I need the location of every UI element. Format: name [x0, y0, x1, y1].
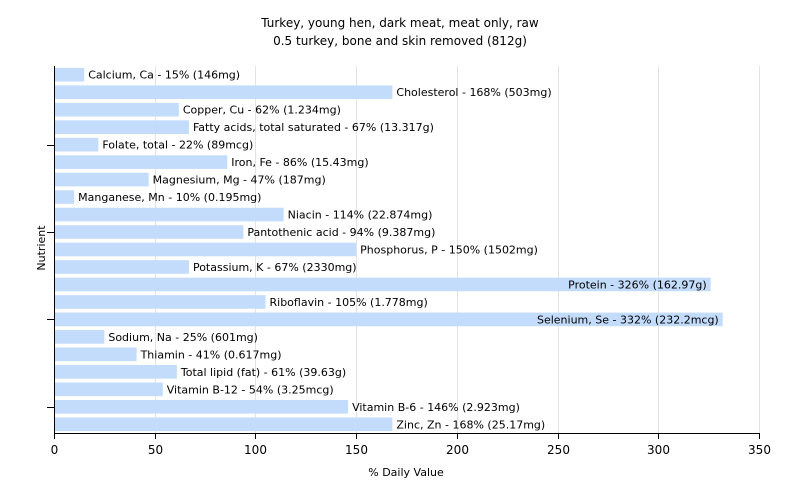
bar-label: Niacin - 114% (22.874mg) [288, 209, 433, 222]
bar-label: Copper, Cu - 62% (1.234mg) [183, 104, 341, 117]
grid-lines [155, 66, 760, 433]
bar [55, 155, 228, 169]
bar [55, 67, 85, 82]
bar [55, 120, 189, 134]
bar [55, 365, 177, 379]
bar-label: Potassium, K - 67% (2330mg) [193, 261, 357, 274]
bar [55, 382, 163, 397]
bar-label: Selenium, Se - 332% (232.2mcg) [537, 313, 719, 326]
bar-label: Magnesium, Mg - 47% (187mg) [153, 174, 326, 187]
bar-label: Calcium, Ca - 15% (146mg) [88, 69, 240, 82]
x-tick-label: 0 [51, 443, 59, 457]
bar [55, 102, 179, 117]
bar-label: Iron, Fe - 86% (15.43mg) [231, 156, 368, 169]
bar-label: Zinc, Zn - 168% (25.17mg) [396, 418, 545, 431]
bar-label: Vitamin B-6 - 146% (2.923mg) [352, 401, 520, 414]
x-tick-label: 300 [647, 443, 670, 457]
bar-label: Pantothenic acid - 94% (9.387mg) [247, 226, 435, 239]
x-tick-label: 200 [446, 443, 469, 457]
bar [55, 295, 266, 309]
bar-label: Sodium, Na - 25% (601mg) [108, 331, 258, 344]
x-tick-label: 50 [148, 443, 163, 457]
bars [55, 67, 723, 432]
bar-label: Manganese, Mn - 10% (0.195mg) [78, 191, 261, 204]
bar-label: Protein - 326% (162.97g) [568, 278, 707, 291]
bar-label: Fatty acids, total saturated - 67% (13.3… [193, 121, 434, 134]
bar [55, 207, 284, 222]
x-axis-title: % Daily Value [368, 466, 444, 479]
bar [55, 312, 723, 327]
bar-label: Cholesterol - 168% (503mg) [396, 86, 551, 99]
bar [55, 417, 393, 432]
y-axis-title: Nutrient [35, 225, 48, 271]
bar [55, 137, 99, 152]
x-tick-label: 350 [748, 443, 771, 457]
bar-label: Total lipid (fat) - 61% (39.63g) [180, 366, 346, 379]
bar [55, 242, 357, 257]
bar [55, 330, 105, 344]
chart-subtitle: 0.5 turkey, bone and skin removed (812g) [273, 34, 527, 48]
bar [55, 260, 189, 274]
bar-label: Riboflavin - 105% (1.778mg) [270, 296, 428, 309]
bar-label: Folate, total - 22% (89mcg) [102, 139, 253, 152]
bar [55, 172, 149, 187]
bar [55, 190, 75, 204]
bar-label: Vitamin B-12 - 54% (3.25mcg) [167, 383, 334, 396]
bar [55, 85, 393, 100]
bar [55, 225, 244, 239]
x-tick-label: 150 [345, 443, 368, 457]
bar-labels: Calcium, Ca - 15% (146mg) Cholesterol - 1… [78, 69, 719, 432]
bar-label: Thiamin - 41% (0.617mg) [140, 348, 282, 361]
axes: 0 50 100 150 200 250 300 350 [47, 66, 771, 457]
bar [55, 277, 711, 292]
bar [55, 399, 349, 414]
chart-title: Turkey, young hen, dark meat, meat only,… [260, 16, 539, 30]
x-tick-label: 100 [244, 443, 267, 457]
x-tick-label: 250 [547, 443, 570, 457]
bar [55, 347, 137, 362]
bar-label: Phosphorus, P - 150% (1502mg) [360, 244, 538, 257]
